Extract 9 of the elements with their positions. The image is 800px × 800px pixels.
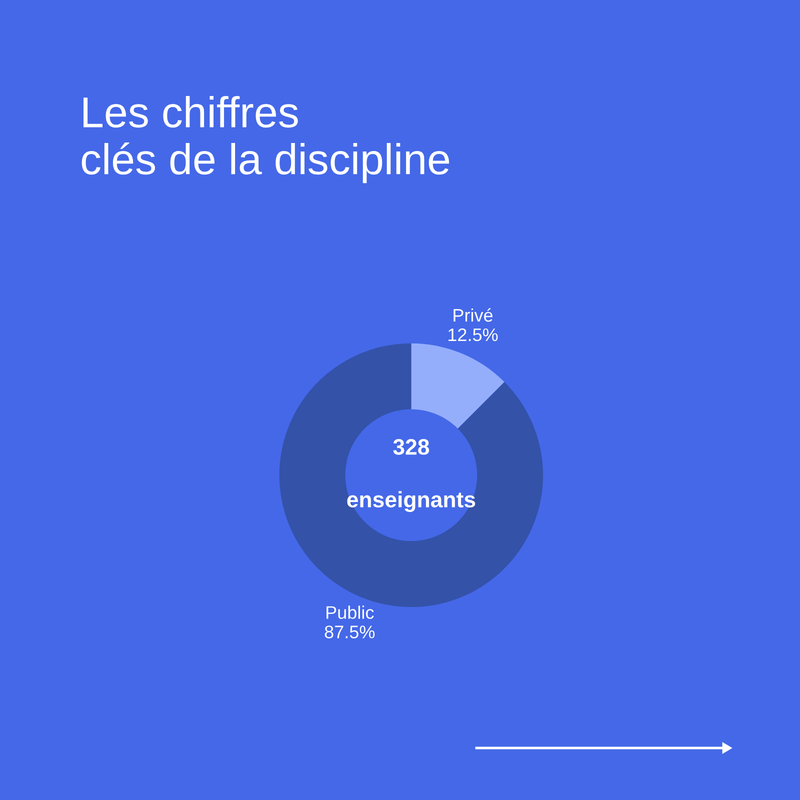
data-label: 12.5% xyxy=(448,328,498,342)
data-label: 87.5% xyxy=(324,626,375,638)
text: enseignants xyxy=(347,491,476,512)
chart-title: Les chiffres clés de la discipline xyxy=(82,96,450,184)
text: 328 xyxy=(393,439,430,455)
donut-slice xyxy=(411,343,504,429)
slice-label: Privé xyxy=(454,308,493,322)
donut-slice xyxy=(279,343,544,608)
slice-label: Public xyxy=(326,606,374,619)
